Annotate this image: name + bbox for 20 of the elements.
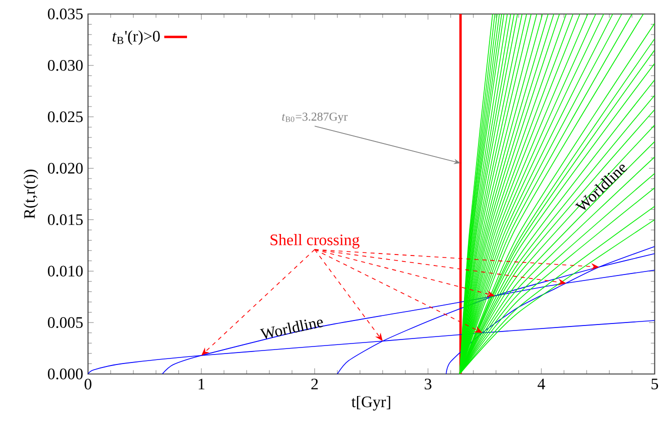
y-tick-label: 0.030 [48,60,83,71]
y-tick-label: 0.020 [48,162,83,174]
x-tick-label: 3 [424,378,432,390]
y-tick-label: 0.015 [48,214,83,226]
annotation: Shell crossing [270,234,360,249]
y-tick-label: 0.035 [48,8,83,20]
x-axis-title: t[Gyr] [351,396,390,411]
x-tick-label: 4 [538,378,546,390]
y-axis-title: R(t,r(t)) [24,170,38,219]
x-tick-label: 0 [84,378,92,390]
x-tick-label: 2 [311,378,318,390]
y-tick-label: 0.000 [48,368,83,380]
annotation: Worldline [260,320,324,339]
x-tick-label: 1 [198,378,204,390]
y-tick-label: 0.010 [48,266,83,277]
annotation: t$_{B0}$=3.287Gyr [282,112,348,124]
x-tick-label: 5 [652,378,658,390]
y-tick-label: 0.005 [48,317,83,328]
y-tick-label: 0.025 [48,111,83,122]
legend-label: t$_{B}$'(r)>0 [112,30,160,45]
